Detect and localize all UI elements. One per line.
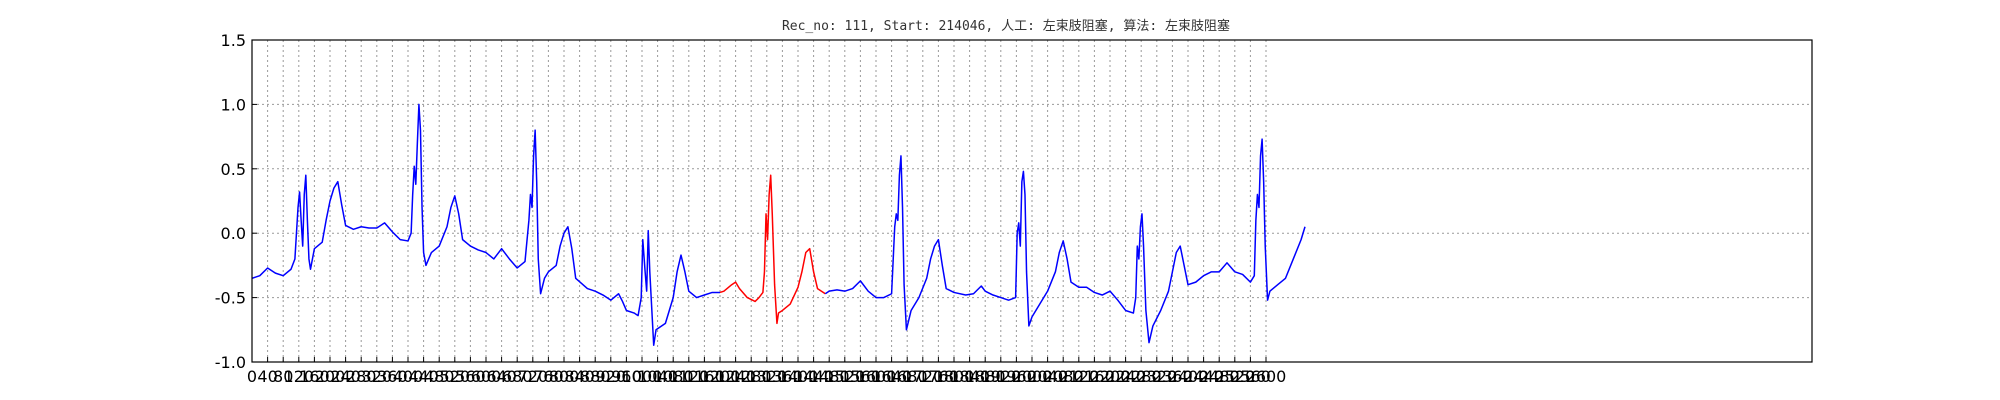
x-tick-label-52: 2080 <box>1043 367 1084 386</box>
y-tick-label-0: -1.0 <box>215 353 246 372</box>
x-tick-label-36: 1440 <box>793 367 834 386</box>
x-tick-label-63: 2520 <box>1214 367 1255 386</box>
x-tick-label-21: 840 <box>564 367 595 386</box>
x-tick-label-55: 2200 <box>1090 367 1131 386</box>
x-tick-label-40: 1600 <box>856 367 897 386</box>
series-line-0 <box>251 103 720 347</box>
x-tick-label-54: 2160 <box>1074 367 1115 386</box>
x-tick-label-34: 1360 <box>762 367 803 386</box>
x-tick-label-12: 480 <box>424 367 455 386</box>
x-tick-label-37: 1480 <box>809 367 850 386</box>
x-tick-label-48: 1920 <box>980 367 1021 386</box>
x-tick-label-56: 2240 <box>1105 367 1146 386</box>
series-line-2 <box>824 138 1306 344</box>
x-tick-label-32: 1280 <box>731 367 772 386</box>
x-tick-label-47: 1880 <box>965 367 1006 386</box>
x-tick-label-64: 2560 <box>1230 367 1271 386</box>
x-tick-label-16: 640 <box>486 367 517 386</box>
x-tick-label-14: 560 <box>455 367 486 386</box>
x-tick-label-53: 2120 <box>1058 367 1099 386</box>
x-tick-label-4: 160 <box>299 367 330 386</box>
y-tick-label-1: -0.5 <box>215 289 246 308</box>
x-tick-label-13: 520 <box>440 367 471 386</box>
x-tick-label-6: 240 <box>330 367 361 386</box>
x-tick-label-18: 720 <box>518 367 549 386</box>
x-tick-label-22: 880 <box>580 367 611 386</box>
x-tick-label-60: 2400 <box>1168 367 1209 386</box>
ecg-series <box>251 103 1306 347</box>
x-tick-label-43: 1720 <box>902 367 943 386</box>
y-tick-label-2: 0.0 <box>221 224 246 243</box>
x-tick-label-61: 2440 <box>1183 367 1224 386</box>
grid-lines <box>251 39 1812 363</box>
x-tick-label-51: 2040 <box>1027 367 1068 386</box>
x-tick-label-24: 960 <box>611 367 642 386</box>
x-tick-label-15: 600 <box>471 367 502 386</box>
x-tick-label-9: 360 <box>377 367 408 386</box>
x-tick-label-8: 320 <box>362 367 393 386</box>
chart-title: Rec_no: 111, Start: 214046, 人工: 左束肢阻塞, 算… <box>782 18 1230 34</box>
x-tick-label-0: 0 <box>247 367 257 386</box>
x-tick-label-5: 200 <box>315 367 346 386</box>
x-tick-label-11: 440 <box>408 367 439 386</box>
x-tick-label-1: 40 <box>257 367 277 386</box>
x-tick-label-35: 1400 <box>778 367 819 386</box>
x-tick-label-29: 1160 <box>684 367 725 386</box>
x-tick-label-31: 1240 <box>715 367 756 386</box>
x-tick-label-10: 400 <box>393 367 424 386</box>
x-axis-ticks: 0 408012016020024028032036040044048052056… <box>247 357 1286 386</box>
y-tick-label-4: 1.0 <box>221 95 246 114</box>
x-tick-label-42: 1680 <box>887 367 928 386</box>
x-tick-label-33: 1320 <box>746 367 787 386</box>
x-tick-label-30: 1200 <box>700 367 741 386</box>
x-tick-label-38: 1520 <box>824 367 865 386</box>
x-tick-label-57: 2280 <box>1121 367 1162 386</box>
y-tick-label-5: 1.5 <box>221 31 246 50</box>
x-tick-label-44: 1760 <box>918 367 959 386</box>
x-tick-label-45: 1800 <box>934 367 975 386</box>
x-tick-label-50: 2000 <box>1012 367 1053 386</box>
x-tick-label-19: 760 <box>533 367 564 386</box>
x-tick-label-39: 1560 <box>840 367 881 386</box>
x-tick-label-58: 2320 <box>1136 367 1177 386</box>
x-tick-label-41: 1640 <box>871 367 912 386</box>
x-tick-label-49: 1960 <box>996 367 1037 386</box>
x-tick-label-26: 1040 <box>637 367 678 386</box>
x-tick-label-59: 2360 <box>1152 367 1193 386</box>
x-tick-label-3: 120 <box>284 367 315 386</box>
x-tick-label-65: 2600 <box>1246 367 1287 386</box>
y-tick-label-3: 0.5 <box>221 160 246 179</box>
x-tick-label-46: 1840 <box>949 367 990 386</box>
y-axis-ticks: -1.0 -0.5 0.0 0.5 1.0 1.5 <box>215 31 257 372</box>
x-tick-label-27: 1080 <box>653 367 694 386</box>
x-tick-label-2: 80 <box>273 367 293 386</box>
x-tick-label-28: 1120 <box>668 367 709 386</box>
x-tick-label-23: 920 <box>596 367 627 386</box>
x-tick-label-7: 280 <box>346 367 377 386</box>
x-tick-label-25: 1000 <box>622 367 663 386</box>
x-tick-label-20: 800 <box>549 367 580 386</box>
x-tick-label-17: 680 <box>502 367 533 386</box>
series-line-1 <box>719 174 826 325</box>
x-tick-label-62: 2480 <box>1199 367 1240 386</box>
